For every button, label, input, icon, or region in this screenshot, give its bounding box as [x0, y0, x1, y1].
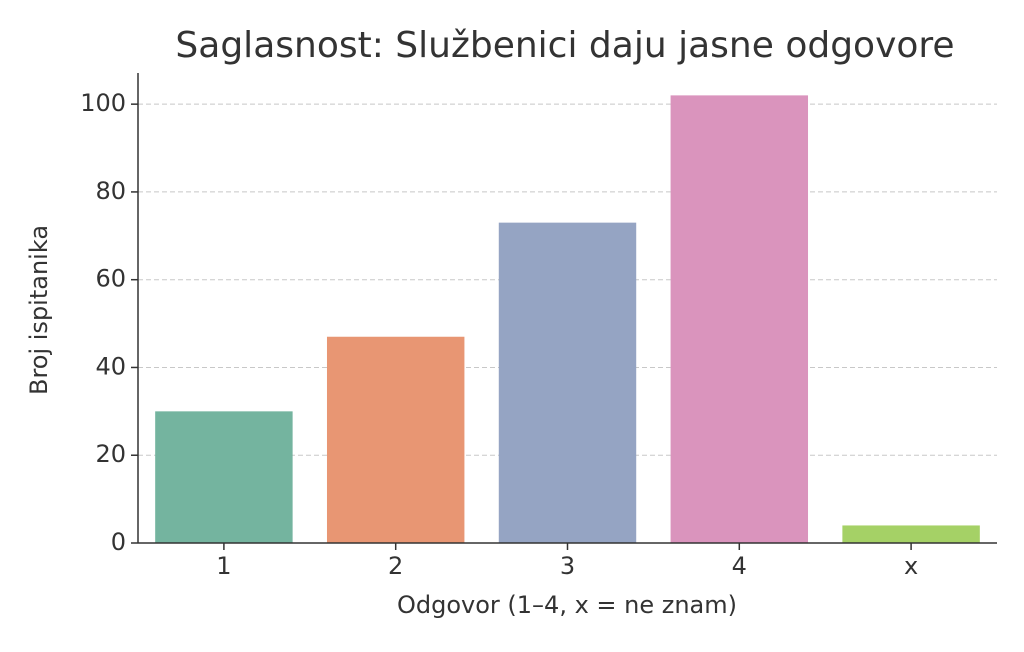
- y-tick-label: 40: [95, 352, 126, 380]
- x-axis-label: Odgovor (1–4, x = ne znam): [397, 591, 737, 619]
- y-tick-label: 20: [95, 440, 126, 468]
- y-axis-label: Broj ispitanika: [25, 225, 53, 395]
- y-tick-label: 0: [111, 528, 126, 556]
- bar: [842, 525, 980, 543]
- x-tick-label: x: [904, 552, 918, 580]
- y-tick-label: 100: [80, 89, 126, 117]
- x-tick-label: 2: [388, 552, 403, 580]
- bar: [670, 95, 809, 543]
- chart-title: Saglasnost: Službenici daju jasne odgovo…: [175, 25, 954, 66]
- bar: [498, 222, 637, 543]
- y-tick-label: 60: [95, 265, 126, 293]
- x-tick-label: 1: [216, 552, 231, 580]
- x-tick-label: 3: [560, 552, 575, 580]
- x-tick-label: 4: [732, 552, 747, 580]
- bar: [326, 336, 465, 543]
- bar: [155, 411, 293, 543]
- y-tick-label: 80: [95, 177, 126, 205]
